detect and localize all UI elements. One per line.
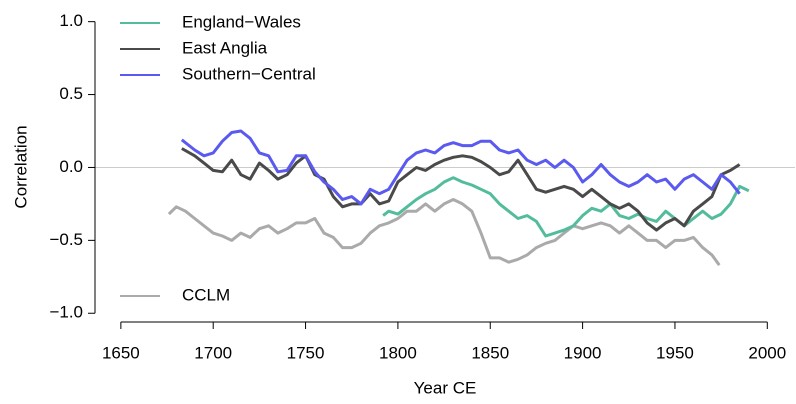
x-tick-label: 1750 [287,343,325,362]
series-line [167,198,721,266]
legend-label: England−Wales [182,12,301,31]
x-tick-label: 1700 [194,343,232,362]
legend-label: Southern−Central [182,64,316,83]
y-tick-label: −1.0 [49,303,83,322]
x-axis-label: Year CE [414,378,477,397]
x-tick-label: 1900 [564,343,602,362]
y-tick-label: 0.0 [59,157,83,176]
y-tick-label: 0.5 [59,84,83,103]
legend-label: CCLM [182,285,230,304]
series-line [180,129,741,206]
y-tick-label: −0.5 [49,230,83,249]
x-tick-label: 1950 [656,343,694,362]
y-axis-label: Correlation [11,125,30,208]
x-tick-label: 1850 [471,343,509,362]
legend-label: East Anglia [182,38,268,57]
x-tick-label: 1650 [102,343,140,362]
series-line [181,147,741,232]
x-tick-label: 2000 [748,343,786,362]
x-tick-label: 1800 [379,343,417,362]
y-tick-label: 1.0 [59,11,83,30]
